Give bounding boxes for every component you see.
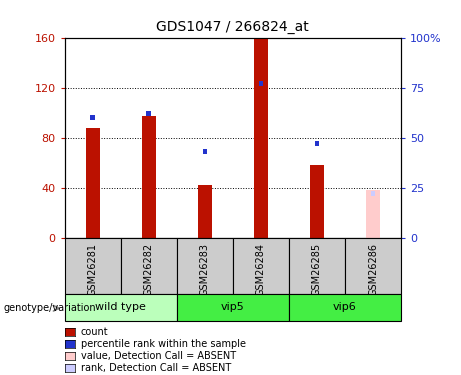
Text: GSM26281: GSM26281: [88, 243, 98, 296]
Bar: [289, 294, 401, 321]
Text: GSM26282: GSM26282: [144, 243, 154, 296]
Text: rank, Detection Call = ABSENT: rank, Detection Call = ABSENT: [81, 363, 231, 373]
Text: genotype/variation: genotype/variation: [4, 303, 96, 313]
Bar: [371, 192, 375, 196]
Bar: [177, 238, 233, 294]
Text: GSM26283: GSM26283: [200, 243, 210, 296]
Text: value, Detection Call = ABSENT: value, Detection Call = ABSENT: [81, 351, 236, 361]
Bar: [310, 165, 324, 238]
Bar: [121, 238, 177, 294]
Bar: [202, 149, 207, 154]
Bar: [366, 190, 380, 238]
Bar: [65, 294, 177, 321]
Bar: [177, 294, 289, 321]
Bar: [254, 38, 268, 238]
Bar: [142, 117, 156, 238]
Text: wild type: wild type: [95, 303, 146, 312]
Text: GSM26284: GSM26284: [256, 243, 266, 296]
Text: count: count: [81, 327, 108, 337]
Text: GSM26286: GSM26286: [368, 243, 378, 296]
Bar: [289, 238, 345, 294]
Title: GDS1047 / 266824_at: GDS1047 / 266824_at: [156, 20, 309, 34]
Bar: [90, 115, 95, 120]
Bar: [315, 141, 319, 146]
Bar: [233, 238, 289, 294]
Text: percentile rank within the sample: percentile rank within the sample: [81, 339, 246, 349]
Text: vip6: vip6: [333, 303, 357, 312]
Bar: [345, 238, 401, 294]
Bar: [65, 238, 121, 294]
Text: GSM26285: GSM26285: [312, 243, 322, 296]
Bar: [259, 81, 263, 86]
Bar: [198, 186, 212, 238]
Bar: [86, 128, 100, 238]
Bar: [147, 111, 151, 116]
Text: vip5: vip5: [221, 303, 245, 312]
